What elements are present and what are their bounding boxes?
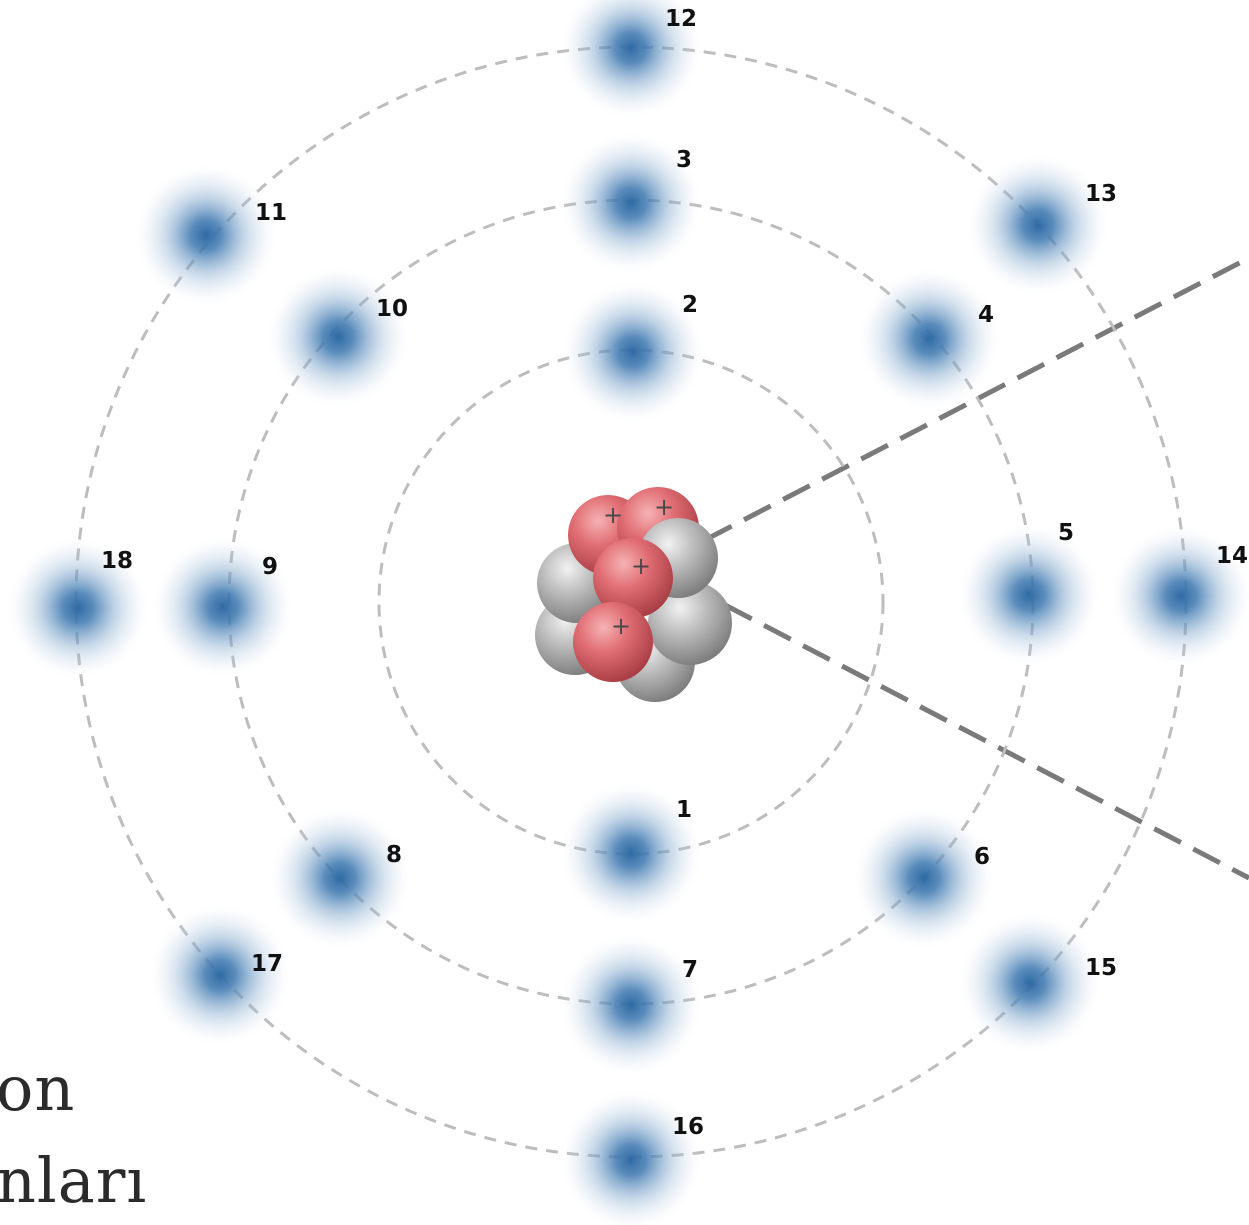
neutron xyxy=(648,581,732,665)
electron-label-12: 12 xyxy=(665,6,697,32)
caption-line-2: nları xyxy=(0,1144,148,1217)
proton-sign: + xyxy=(611,612,631,640)
proton-signs: + + + + xyxy=(603,493,674,640)
caption-line-1: on xyxy=(0,1052,76,1125)
electron-label-5: 5 xyxy=(1058,520,1074,546)
electron-label-18: 18 xyxy=(101,548,133,574)
pointer-line-lower xyxy=(723,602,1249,881)
electron-label-1: 1 xyxy=(676,797,692,823)
electron-3 xyxy=(561,133,701,273)
electron-label-13: 13 xyxy=(1085,181,1117,207)
electron-16 xyxy=(561,1090,701,1225)
electron-9 xyxy=(153,537,293,677)
electron-6 xyxy=(854,808,994,948)
electron-10 xyxy=(268,267,408,407)
electron-12 xyxy=(561,0,701,118)
electron-13 xyxy=(968,155,1108,295)
proton xyxy=(573,602,653,682)
proton-sign: + xyxy=(631,552,651,580)
electron-label-8: 8 xyxy=(386,842,402,868)
pointer-line-upper xyxy=(703,255,1249,543)
electron-label-15: 15 xyxy=(1085,955,1117,981)
electron-15 xyxy=(960,913,1100,1053)
electron-5 xyxy=(959,525,1099,665)
electron-label-7: 7 xyxy=(682,957,698,983)
electron-14 xyxy=(1111,526,1249,666)
electron-7 xyxy=(561,935,701,1075)
electron-label-2: 2 xyxy=(682,292,698,318)
electron-label-17: 17 xyxy=(251,951,283,977)
electron-11 xyxy=(136,165,276,305)
electron-18 xyxy=(8,538,148,678)
electron-label-9: 9 xyxy=(262,554,278,580)
electron-2 xyxy=(563,282,703,422)
electron-label-16: 16 xyxy=(672,1114,704,1140)
electrons xyxy=(8,0,1249,1225)
proton-sign: + xyxy=(603,501,623,529)
proton-sign: + xyxy=(654,493,674,521)
electron-8 xyxy=(270,808,410,948)
electron-label-3: 3 xyxy=(676,147,692,173)
electron-label-11: 11 xyxy=(255,200,287,226)
nucleus xyxy=(535,487,732,702)
electron-label-10: 10 xyxy=(376,296,408,322)
electron-label-14: 14 xyxy=(1216,543,1248,569)
electron-4 xyxy=(859,269,999,409)
electron-label-6: 6 xyxy=(974,844,990,870)
electron-label-4: 4 xyxy=(978,302,994,328)
electron-17 xyxy=(150,905,290,1045)
proton xyxy=(593,538,673,618)
electron-1 xyxy=(561,783,701,923)
